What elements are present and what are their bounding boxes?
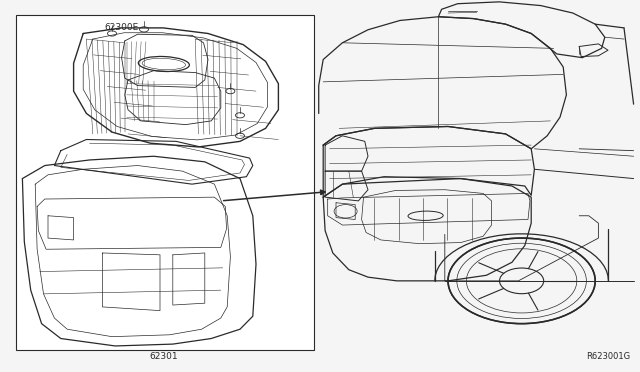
Text: 62301: 62301: [149, 352, 177, 361]
Text: R623001G: R623001G: [586, 352, 630, 361]
Text: 62300E: 62300E: [104, 23, 139, 32]
Bar: [16, 15, 314, 350]
